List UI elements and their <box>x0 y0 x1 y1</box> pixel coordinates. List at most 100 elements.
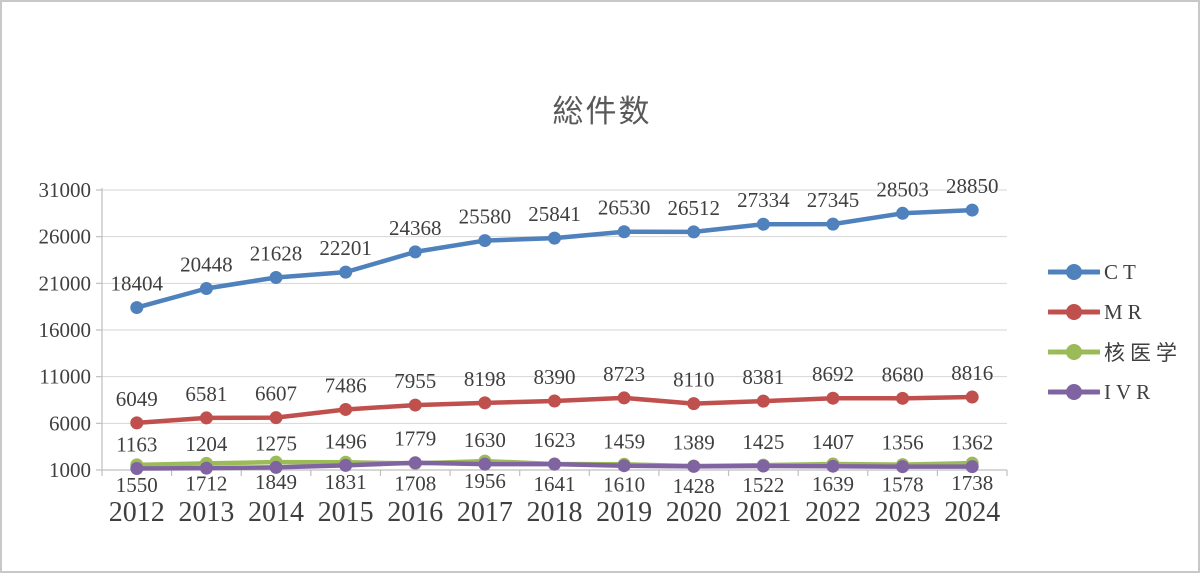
data-point-marker <box>756 394 770 408</box>
x-axis-category-label: 2019 <box>596 497 652 528</box>
data-point-marker <box>408 456 422 470</box>
data-label: 25580 <box>459 205 512 229</box>
data-point-marker <box>199 461 213 475</box>
data-point-marker <box>826 391 840 405</box>
data-label: 22201 <box>319 236 372 260</box>
data-point-marker <box>269 270 283 284</box>
data-label: 8680 <box>882 362 924 386</box>
legend-entry-ivr: IVR <box>1048 372 1182 412</box>
data-label: 21628 <box>250 241 303 265</box>
data-point-marker <box>478 234 492 248</box>
x-axis-category-label: 2020 <box>666 497 722 528</box>
y-axis-tick-label: 26000 <box>39 225 92 249</box>
data-point-marker <box>408 245 422 259</box>
data-point-marker <box>617 459 631 473</box>
data-label: 1712 <box>185 471 227 495</box>
data-point-marker <box>478 457 492 471</box>
data-point-marker <box>269 460 283 474</box>
data-point-marker <box>965 203 979 217</box>
data-label: 28850 <box>946 174 999 198</box>
data-point-marker <box>130 301 144 315</box>
data-label: 6049 <box>116 387 158 411</box>
legend-entry-mr: MR <box>1048 292 1182 332</box>
data-point-marker <box>687 397 701 411</box>
data-label: 26512 <box>667 196 720 220</box>
data-point-marker <box>130 416 144 430</box>
x-axis-category-label: 2016 <box>387 497 443 528</box>
data-point-marker <box>548 394 561 408</box>
y-axis-tick-label: 21000 <box>39 271 92 295</box>
data-label: 27334 <box>737 188 790 212</box>
x-axis-category-label: 2024 <box>944 497 1000 528</box>
data-label: 1428 <box>673 474 715 498</box>
data-label: 8723 <box>603 362 645 386</box>
data-point-marker <box>965 460 979 474</box>
data-label: 1356 <box>882 431 924 455</box>
data-label: 1425 <box>742 430 784 454</box>
data-label: 18404 <box>111 272 164 296</box>
data-point-marker <box>478 396 492 410</box>
chart-legend: CT MR 核医学 IVR <box>1048 252 1182 412</box>
x-axis-category-label: 2017 <box>457 497 513 528</box>
data-label: 8390 <box>534 365 576 389</box>
data-label: 1639 <box>812 472 854 496</box>
legend-marker-mr-icon <box>1048 304 1100 320</box>
x-axis-category-label: 2015 <box>318 497 374 528</box>
data-point-marker <box>896 391 910 405</box>
data-label: 1362 <box>951 431 993 455</box>
data-label: 1496 <box>325 429 367 453</box>
data-label: 1708 <box>394 471 436 495</box>
data-label: 1610 <box>603 472 645 496</box>
legend-label-ivr: IVR <box>1104 379 1156 404</box>
data-point-marker <box>339 402 353 416</box>
data-label: 8692 <box>812 362 854 386</box>
x-axis-category-label: 2021 <box>735 497 791 528</box>
data-label: 1831 <box>325 470 367 494</box>
legend-entry-kakuigaku: 核医学 <box>1048 332 1182 372</box>
data-label: 1204 <box>185 432 228 456</box>
chart-title: 総件数 <box>552 94 652 129</box>
data-point-marker <box>199 281 213 295</box>
data-label: 1578 <box>882 473 924 497</box>
data-point-marker <box>408 398 422 412</box>
x-axis-category-label: 2022 <box>805 497 861 528</box>
y-axis-tick-label: 11000 <box>39 365 91 389</box>
data-point-marker <box>339 458 353 472</box>
data-point-marker <box>199 411 213 425</box>
data-point-marker <box>826 459 840 473</box>
data-point-marker <box>756 459 770 473</box>
data-label: 1163 <box>116 432 157 456</box>
x-axis-category-label: 2014 <box>248 497 304 528</box>
data-label: 26530 <box>598 196 651 220</box>
data-point-marker <box>269 411 283 425</box>
data-label: 8381 <box>742 365 784 389</box>
data-point-marker <box>826 217 840 231</box>
y-axis-tick-label: 1000 <box>49 458 91 482</box>
data-point-marker <box>687 225 701 239</box>
data-label: 25841 <box>528 202 581 226</box>
data-label: 8816 <box>951 361 993 385</box>
data-label: 1849 <box>255 470 297 494</box>
data-label: 1275 <box>255 431 297 455</box>
data-point-marker <box>548 457 561 471</box>
data-label: 1641 <box>534 472 576 496</box>
data-label: 20448 <box>180 252 233 276</box>
data-label: 1550 <box>116 473 158 497</box>
data-label: 1407 <box>812 430 854 454</box>
data-point-marker <box>896 460 910 474</box>
legend-entry-ct: CT <box>1048 252 1182 292</box>
x-axis-category-label: 2018 <box>527 497 583 528</box>
data-point-marker <box>687 459 701 473</box>
data-point-marker <box>617 391 631 405</box>
x-axis-category-label: 2023 <box>875 497 931 528</box>
data-label: 1630 <box>464 428 506 452</box>
data-label: 6607 <box>255 382 297 406</box>
data-label: 7486 <box>325 373 367 397</box>
y-axis-tick-label: 31000 <box>39 178 92 202</box>
data-label: 1623 <box>534 428 576 452</box>
legend-marker-ct-icon <box>1048 264 1100 280</box>
legend-label-mr: MR <box>1104 299 1147 324</box>
data-label: 1389 <box>673 430 715 454</box>
